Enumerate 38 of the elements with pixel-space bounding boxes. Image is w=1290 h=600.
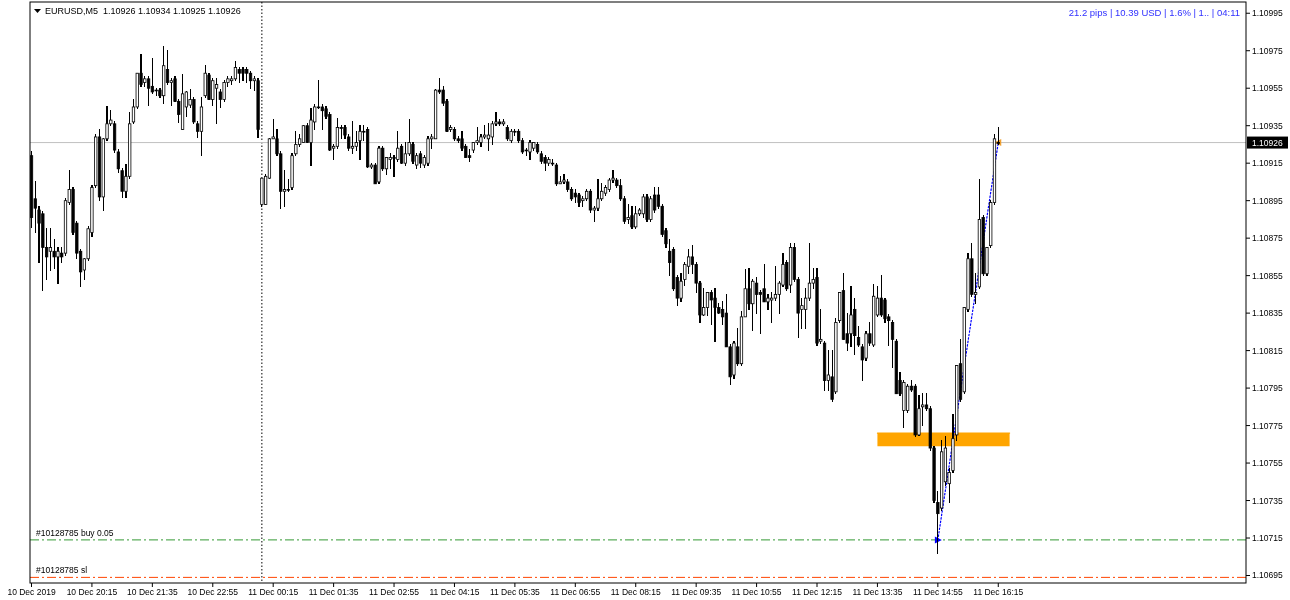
ref-line-label: #10128785 buy 0.05	[36, 527, 114, 538]
x-tick-label: 11 Dec 02:55	[369, 587, 420, 597]
y-tick-label: 1.10835	[1252, 308, 1283, 319]
x-tick-label: 11 Dec 01:35	[308, 587, 359, 597]
chart-title: EURUSD,M5 1.10926 1.10934 1.10925 1.10926	[45, 6, 241, 16]
x-tick-label: 11 Dec 16:15	[973, 587, 1024, 597]
x-tick-label: 11 Dec 05:35	[489, 587, 541, 597]
x-tick-label: 11 Dec 09:35	[671, 587, 722, 597]
ref-line-label: #10128785 sl	[36, 565, 88, 576]
ref-line-label: 1.10926	[1252, 137, 1283, 148]
x-tick-label: 11 Dec 13:35	[852, 587, 903, 597]
x-tick-label: 11 Dec 04:15	[429, 587, 480, 597]
y-tick-label: 1.10715	[1252, 532, 1283, 543]
y-tick-label: 1.10815	[1252, 345, 1283, 356]
x-tick-label: 11 Dec 08:15	[610, 587, 661, 597]
x-tick-label: 11 Dec 00:15	[248, 587, 299, 597]
y-tick-label: 1.10695	[1252, 570, 1283, 581]
y-tick-label: 1.10735	[1252, 495, 1283, 506]
x-tick-label: 11 Dec 10:55	[731, 587, 782, 597]
x-tick-label: 10 Dec 21:35	[127, 587, 178, 597]
y-tick-label: 1.10775	[1252, 420, 1283, 431]
y-tick-label: 1.10895	[1252, 195, 1283, 206]
annotation: 21.2 pips | 10.39 USD | 1.6% | 1.. | 04:11	[1068, 7, 1240, 18]
x-tick-label: 11 Dec 14:55	[912, 587, 964, 597]
x-tick-label: 11 Dec 06:55	[550, 587, 601, 597]
x-tick-label: 11 Dec 12:15	[792, 587, 843, 597]
y-tick-label: 1.10995	[1252, 8, 1283, 19]
y-tick-label: 1.10795	[1252, 383, 1283, 394]
x-tick-label: 10 Dec 2019	[7, 587, 56, 597]
y-tick-label: 1.10755	[1252, 458, 1283, 469]
x-tick-label: 10 Dec 20:15	[66, 587, 118, 597]
y-tick-label: 1.10875	[1252, 233, 1283, 244]
y-tick-label: 1.10915	[1252, 158, 1283, 169]
x-tick-label: 10 Dec 22:55	[187, 587, 239, 597]
y-tick-label: 1.10955	[1252, 83, 1283, 94]
y-tick-label: 1.10855	[1252, 270, 1283, 281]
y-tick-label: 1.10935	[1252, 120, 1283, 131]
y-tick-label: 1.10975	[1252, 45, 1283, 56]
